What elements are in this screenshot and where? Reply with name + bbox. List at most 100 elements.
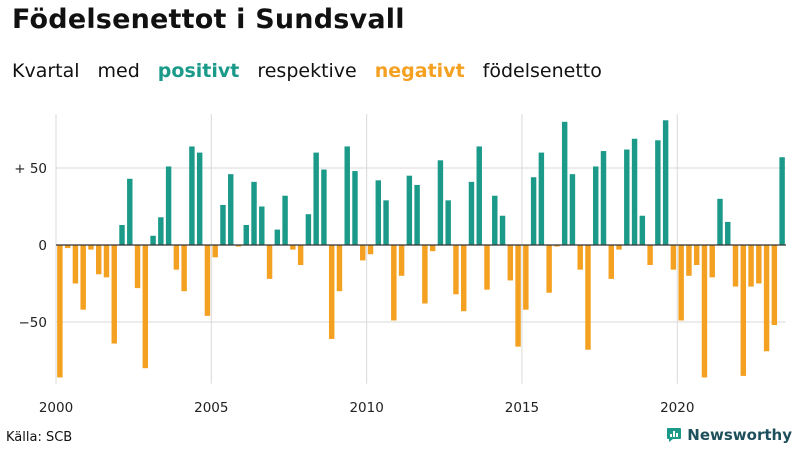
- bar-negative: [173, 245, 180, 270]
- bar-negative: [297, 245, 304, 266]
- brand-name: Newsworthy: [687, 426, 792, 444]
- bar-negative: [422, 245, 428, 304]
- bar-positive: [445, 200, 451, 245]
- bar-negative: [546, 245, 552, 293]
- bar-negative: [453, 245, 459, 295]
- bar-negative: [266, 245, 273, 279]
- bar-negative: [678, 245, 684, 321]
- bar-positive: [717, 198, 723, 245]
- bar-negative: [367, 245, 374, 255]
- bar-positive: [725, 221, 731, 245]
- x-tick-label: 2020: [660, 400, 694, 416]
- subtitle-word-fodelsenetto: födelsenetto: [482, 60, 602, 82]
- bar-positive: [189, 146, 195, 245]
- bar-negative: [756, 245, 762, 284]
- bar-positive: [243, 224, 249, 245]
- bar-negative: [212, 245, 218, 258]
- bar-positive: [321, 169, 327, 245]
- bar-negative: [360, 245, 366, 261]
- bar-negative: [460, 245, 467, 312]
- bar-negative: [64, 245, 71, 249]
- bar-positive: [779, 157, 785, 245]
- bar-positive: [119, 224, 125, 245]
- bar-positive: [631, 138, 638, 245]
- bar-negative: [523, 245, 529, 310]
- bar-positive: [344, 146, 350, 245]
- bar-negative: [235, 245, 242, 247]
- bar-positive: [437, 160, 444, 245]
- bar-negative: [72, 245, 79, 284]
- bar-positive: [662, 120, 669, 245]
- bar-negative: [95, 245, 102, 275]
- bar-positive: [158, 217, 164, 245]
- chart-subtitle: Kvartal med positivt respektive negativt föde…: [12, 60, 620, 82]
- source-note: Källa: SCB: [6, 430, 73, 445]
- bar-positive: [259, 206, 265, 245]
- subtitle-legend-negative: negativt: [374, 60, 465, 82]
- bar-negative: [142, 245, 149, 369]
- bar-positive: [600, 151, 607, 245]
- bar-negative: [693, 245, 700, 266]
- bar-negative: [429, 245, 436, 252]
- bar-positive: [406, 175, 413, 245]
- bar-negative: [686, 245, 692, 276]
- bar-positive: [655, 140, 661, 245]
- bar-negative: [740, 245, 747, 376]
- bar-negative: [647, 245, 653, 266]
- y-tick-label: 0: [38, 238, 47, 254]
- bar-negative: [709, 245, 715, 278]
- bar-positive: [127, 178, 133, 245]
- bar-positive: [561, 121, 568, 245]
- bar-negative: [57, 245, 63, 378]
- chart-title: Födelsenettot i Sundsvall: [12, 4, 405, 35]
- bar-positive: [165, 166, 172, 245]
- bar-negative: [391, 245, 397, 321]
- bar-negative: [577, 245, 583, 270]
- bar-positive: [530, 177, 537, 245]
- bar-positive: [313, 152, 319, 245]
- bar-negative: [507, 245, 514, 281]
- bar-positive: [282, 195, 288, 245]
- bar-negative: [336, 245, 343, 292]
- subtitle-word-kvartal: Kvartal: [12, 60, 80, 82]
- bar-negative: [80, 245, 86, 310]
- x-tick-label: 2010: [349, 400, 383, 416]
- bar-positive: [150, 235, 156, 245]
- y-tick-label: + 50: [14, 161, 47, 177]
- bar-negative: [763, 245, 770, 352]
- bar-negative: [554, 245, 560, 247]
- bar-negative: [398, 245, 405, 276]
- bar-negative: [134, 245, 141, 289]
- bar-negative: [608, 245, 614, 279]
- bar-positive: [352, 171, 358, 245]
- x-tick-label: 2015: [505, 400, 539, 416]
- bar-positive: [375, 180, 382, 245]
- bar-negative: [732, 245, 739, 287]
- bar-positive: [499, 215, 506, 245]
- bar-positive: [476, 146, 482, 245]
- bar-negative: [585, 245, 591, 350]
- bar-positive: [624, 149, 630, 245]
- bar-negative: [515, 245, 521, 347]
- bar-negative: [204, 245, 211, 316]
- bar-negative: [748, 245, 754, 287]
- bar-positive: [305, 214, 312, 245]
- subtitle-word-med: med: [97, 60, 140, 82]
- bar-positive: [196, 152, 203, 245]
- bar-positive: [639, 215, 646, 245]
- bar-positive: [414, 184, 420, 245]
- bar-negative: [290, 245, 296, 250]
- x-tick-label: 2005: [194, 400, 228, 416]
- bar-negative: [103, 245, 110, 278]
- bar-positive: [220, 204, 226, 245]
- subtitle-legend-positive: positivt: [157, 60, 240, 82]
- bar-negative: [771, 245, 778, 326]
- bar-negative: [181, 245, 187, 292]
- bar-positive: [274, 229, 281, 245]
- bar-positive: [492, 195, 498, 245]
- bar-positive: [251, 181, 257, 245]
- bar-negative: [670, 245, 677, 270]
- bar-positive: [228, 174, 234, 245]
- chart-bubble-icon: [667, 428, 682, 442]
